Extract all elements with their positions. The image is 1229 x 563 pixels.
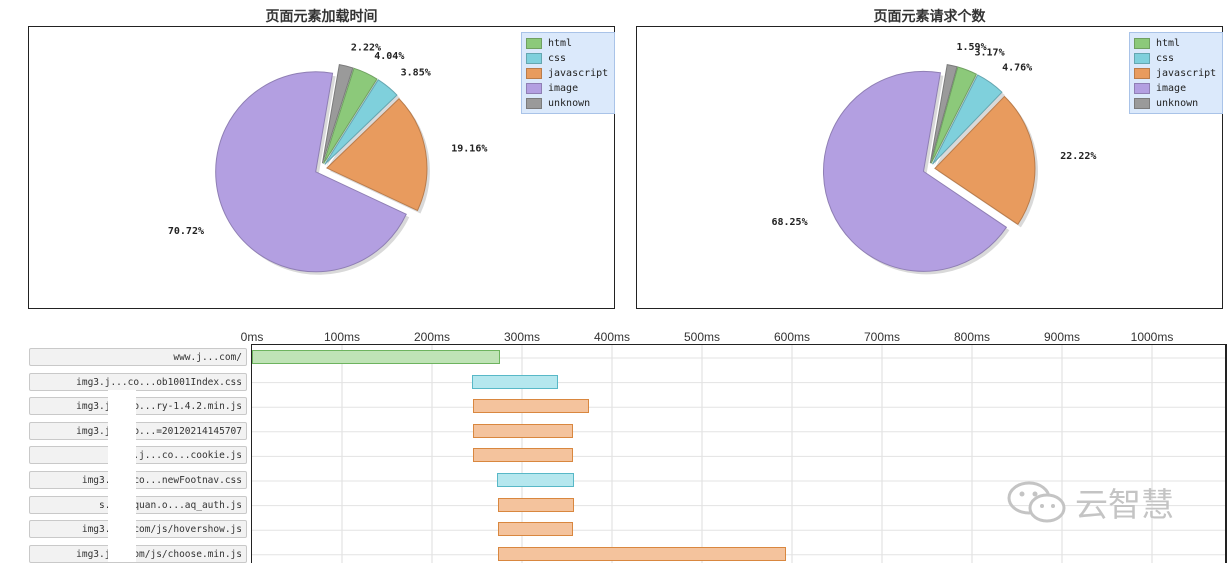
legend-swatch-unknown <box>1134 98 1150 109</box>
pie-label-image: 70.72% <box>168 226 204 237</box>
load-time-legend: html css javascript image unknown <box>521 32 615 114</box>
request-count-pie-chart: 1.59% 3.17% 4.76% 22.22% 68.25% html css javas… <box>636 26 1223 309</box>
timeline-bar-javascript[interactable] <box>472 399 589 414</box>
timeline-tick-label: 100ms <box>323 330 361 344</box>
timeline-tick-label: 200ms <box>413 330 451 344</box>
legend-swatch-image <box>1134 83 1150 94</box>
resource-row-label[interactable]: img3.j...co...ry-1.4.2.min.js <box>29 397 247 416</box>
watermark: 云智慧 <box>1005 478 1174 526</box>
pie-label-css: 4.76% <box>1002 62 1032 73</box>
timeline-axis: 0ms 100ms 200ms 300ms 400ms 500ms 600ms 700ms 80… <box>0 330 1229 344</box>
timeline-bar-javascript[interactable] <box>497 522 574 537</box>
legend-label-html: html <box>1156 38 1181 49</box>
pie-label-unknown: 2.22% <box>351 43 381 54</box>
pie-slice-css <box>932 74 1003 165</box>
wechat-icon <box>1007 481 1066 523</box>
resource-row-label[interactable]: img3.j...co...ob1001Index.css <box>29 372 247 391</box>
timeline-bar-javascript[interactable] <box>497 497 575 512</box>
legend-item-image: image <box>526 81 610 96</box>
timeline-tick-label: 500ms <box>683 330 721 344</box>
resource-row-label[interactable]: www.j...com/ <box>29 348 247 366</box>
legend-label-unknown: unknown <box>548 98 591 109</box>
legend-label-unknown: unknown <box>1156 98 1199 109</box>
timeline-tick-label: 0ms <box>240 330 264 344</box>
pie-label-javascript: 19.16% <box>451 144 487 155</box>
pie-slice-css <box>324 79 398 165</box>
pie-label-html: 4.04% <box>374 51 404 62</box>
pie-slice-unknown <box>929 64 958 164</box>
pie-slice-html <box>930 66 978 164</box>
legend-label-css: css <box>1156 53 1175 64</box>
legend-item-unknown: unknown <box>526 96 610 111</box>
legend-swatch-image <box>526 83 542 94</box>
timeline-bar-javascript[interactable] <box>472 423 574 438</box>
load-time-pie-svg: 2.22%4.04% 3.85% 19.16% 70.72% <box>168 43 487 275</box>
timeline-rows: www.j...com/img3.j...co...ob1001Index.cs… <box>0 344 1229 563</box>
pie-label-image: 68.25% <box>771 217 807 228</box>
pie-slice-javascript <box>934 95 1036 226</box>
timeline-tick-label: 400ms <box>593 330 631 344</box>
legend-label-image: image <box>1156 83 1187 94</box>
legend-label-html: html <box>548 38 573 49</box>
legend-label-css: css <box>548 53 567 64</box>
timeline-tick-label: 1000ms <box>1130 330 1174 344</box>
legend-swatch-unknown <box>526 98 542 109</box>
timeline-tick-label: 300ms <box>503 330 541 344</box>
legend-item-html: html <box>526 36 610 51</box>
timeline-bar-html[interactable] <box>252 350 500 364</box>
timeline-bar-javascript[interactable] <box>497 546 786 561</box>
legend-swatch-html <box>526 38 542 49</box>
legend-swatch-html <box>1134 38 1150 49</box>
timeline-tick-label: 600ms <box>773 330 811 344</box>
request-count-legend: html css javascript image unknown <box>1129 32 1223 114</box>
legend-item-html: html <box>1134 36 1218 51</box>
redaction-mask <box>108 390 136 562</box>
resource-row-label[interactable]: img3.j...com/js/hovershow.js <box>29 520 247 539</box>
pie-slice-javascript <box>326 98 428 212</box>
resource-row-label[interactable]: s...anquan.o...aq_auth.js <box>29 495 247 514</box>
pie-slice-image <box>822 70 1008 272</box>
legend-label-javascript: javascript <box>1156 68 1217 79</box>
legend-item-css: css <box>1134 51 1218 66</box>
timeline-bar-javascript[interactable] <box>473 448 574 463</box>
resource-row-label[interactable]: img3.j...co...newFootnav.css <box>29 471 247 489</box>
legend-swatch-css <box>526 53 542 64</box>
resource-row-label[interactable]: img3.j...co...=20120214145707 <box>29 421 247 440</box>
pie-slice-image <box>215 71 407 273</box>
resource-row-label[interactable]: img3.j...co...cookie.js <box>29 446 247 465</box>
legend-swatch-javascript <box>526 68 542 79</box>
resource-row-label[interactable]: img3.j...com/js/choose.min.js <box>29 544 247 563</box>
timeline-tick-label: 900ms <box>1043 330 1081 344</box>
legend-swatch-javascript <box>1134 68 1150 79</box>
timeline-bar-css[interactable] <box>471 374 558 389</box>
request-count-pie-svg: 1.59%3.17% 4.76% 22.22% 68.25% <box>771 42 1096 275</box>
load-time-pie-chart: 2.22% 4.04% 3.85% 19.16% 70.72% html css javas… <box>28 26 615 309</box>
legend-item-image: image <box>1134 81 1218 96</box>
pie-slice-html <box>323 67 378 164</box>
legend-item-javascript: javascript <box>526 66 610 81</box>
pie-label-unknown: 1.59% <box>956 42 986 53</box>
legend-label-image: image <box>548 83 579 94</box>
legend-label-javascript: javascript <box>548 68 609 79</box>
pie-slice-unknown <box>321 64 354 164</box>
watermark-text: 云智慧 <box>1075 485 1174 524</box>
legend-item-unknown: unknown <box>1134 96 1218 111</box>
legend-swatch-css <box>1134 53 1150 64</box>
load-time-chart-title: 页面元素加载时间 <box>265 9 378 25</box>
legend-item-css: css <box>526 51 610 66</box>
timeline-tick-label: 700ms <box>863 330 901 344</box>
pie-label-html: 3.17% <box>975 48 1005 59</box>
pie-label-css: 3.85% <box>401 67 431 78</box>
timeline-tick-label: 800ms <box>953 330 991 344</box>
legend-item-javascript: javascript <box>1134 66 1218 81</box>
pie-label-javascript: 22.22% <box>1060 151 1096 162</box>
request-count-chart-title: 页面元素请求个数 <box>873 9 986 25</box>
timeline-bar-css[interactable] <box>496 473 575 487</box>
